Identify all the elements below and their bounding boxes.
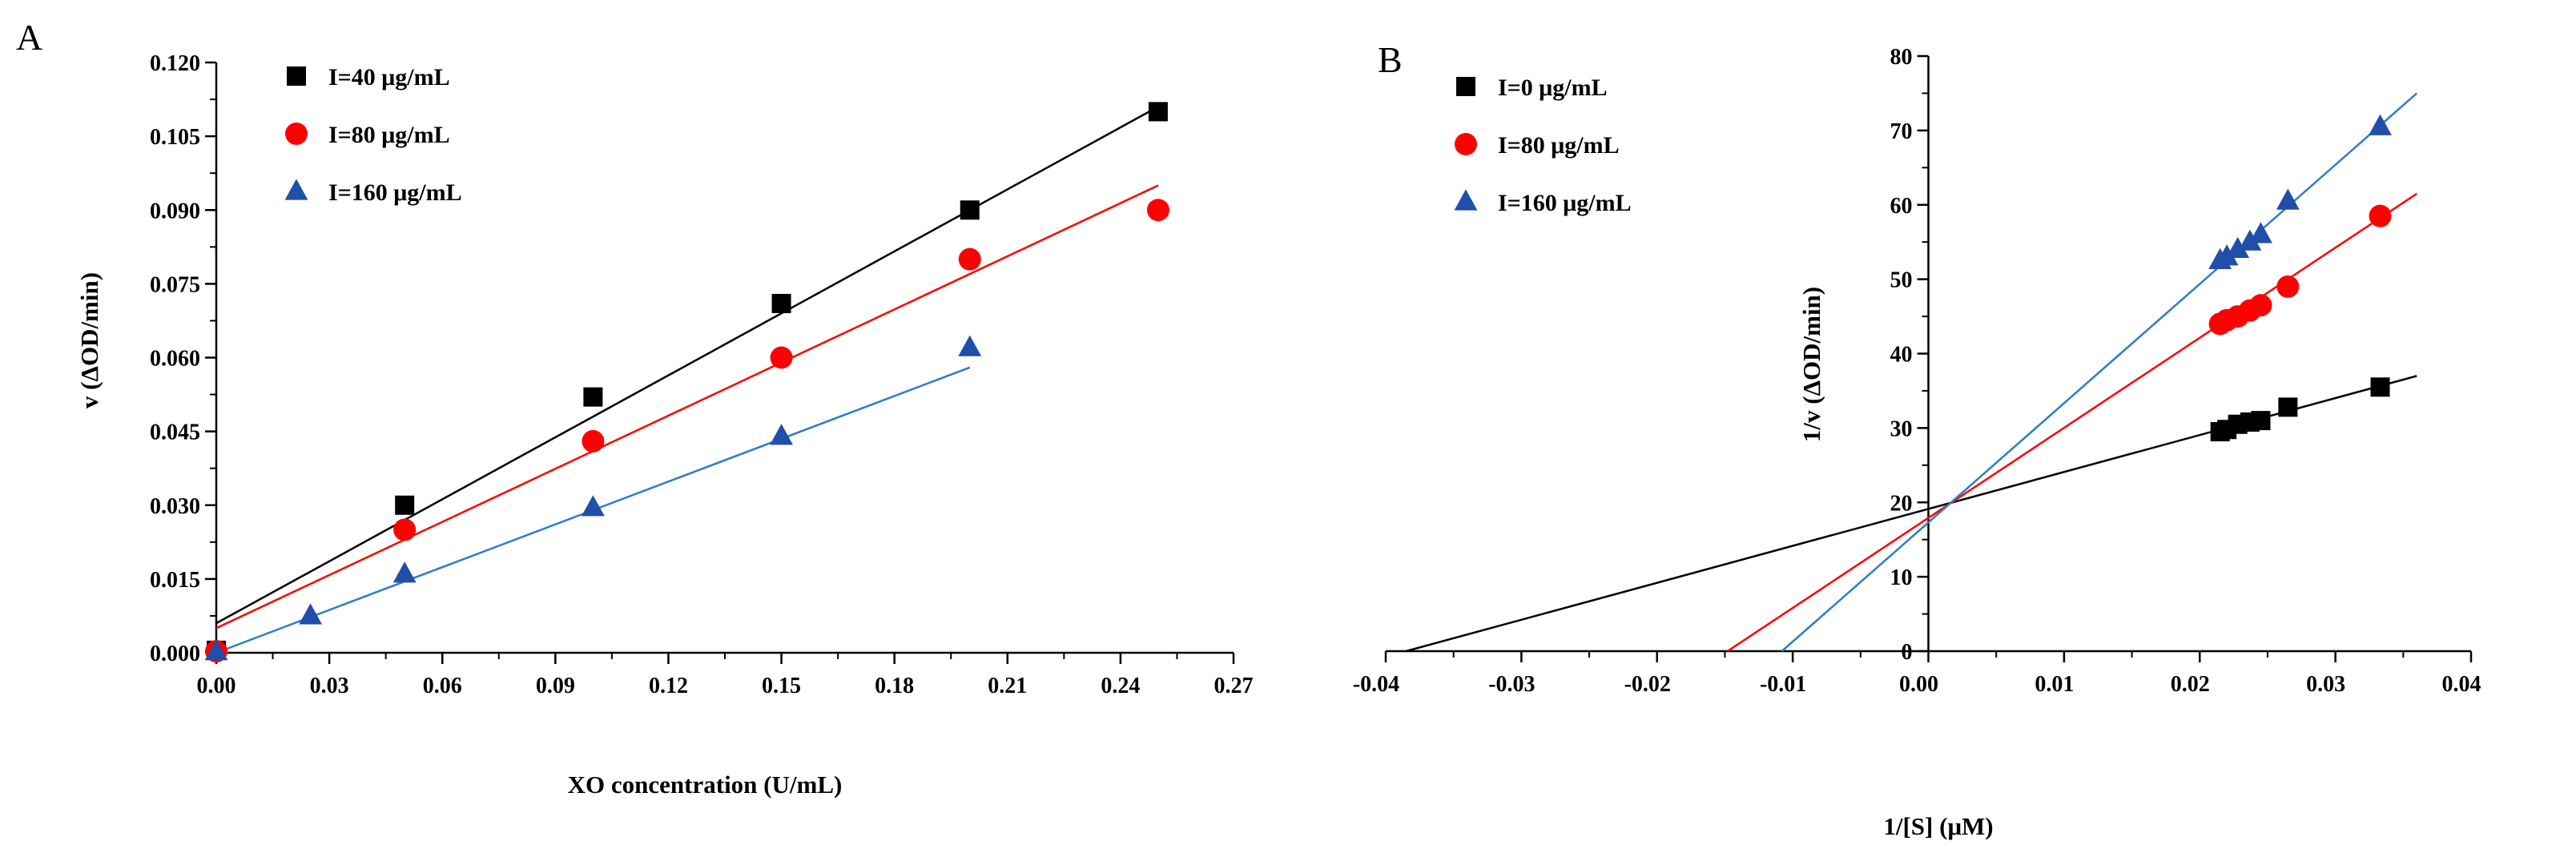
panel-a-y-tick-label: 0.060 bbox=[150, 347, 200, 372]
panel-b-series-1-point bbox=[2249, 294, 2272, 317]
panel-b-series-2-point bbox=[2369, 114, 2392, 135]
panel-a-series-1-point bbox=[1146, 199, 1169, 222]
panel-a-legend-label-0: I=40 μg/mL bbox=[328, 64, 450, 91]
panel-b-y-tick-label: 40 bbox=[1890, 343, 1913, 368]
panel-a-series-0-point bbox=[395, 495, 415, 515]
panel-a-chart: A 0.00 0.03 0.06 0.09 0.12 0.15 0.18 0.21 0.24 0.… bbox=[16, 17, 1254, 799]
panel-b-series-1-point bbox=[2369, 204, 2392, 227]
panel-a-y-tick-label: 0.090 bbox=[150, 199, 200, 223]
panel-a-legend-marker-2 bbox=[284, 179, 308, 200]
panel-a-series-1-point bbox=[582, 429, 605, 453]
panel-b-fit-line-2 bbox=[1781, 92, 2418, 652]
panel-b-y-tick-label: 0 bbox=[1902, 640, 1913, 665]
panel-a-x-tick-label: 0.18 bbox=[875, 674, 914, 698]
panel-b-x-tick-label: 0.01 bbox=[2035, 672, 2074, 697]
panel-a-series-2-point bbox=[958, 335, 982, 356]
panel-a-y-axis-title: v (ΔOD/min) bbox=[75, 272, 103, 408]
panel-b-series-2-point bbox=[2249, 222, 2272, 243]
panel-a-x-tick-label: 0.15 bbox=[762, 674, 801, 698]
panel-b-x-axis-title: 1/[S] (μM) bbox=[1883, 812, 1993, 840]
panel-b-series-1-point bbox=[2276, 275, 2300, 298]
panel-b-y-tick-label: 30 bbox=[1890, 416, 1913, 441]
panel-a-series-2-point bbox=[770, 424, 793, 445]
panel-b-x-tick-label: -0.02 bbox=[1624, 672, 1671, 697]
panel-b-letter: B bbox=[1378, 39, 1403, 80]
panel-a-y-tick-label: 0.000 bbox=[150, 642, 200, 666]
panel-a-series-2-point bbox=[392, 561, 417, 583]
panel-a-x-axis-title: XO concentration (U/mL) bbox=[568, 771, 843, 799]
panel-a-series-2-point bbox=[299, 603, 322, 625]
panel-b-legend-label-0: I=0 μg/mL bbox=[1498, 74, 1608, 101]
panel-a-legend-marker-1 bbox=[285, 123, 308, 145]
panel-a-legend-label-2: I=160 μg/mL bbox=[328, 179, 462, 206]
panel-b-fit-line-1 bbox=[1727, 192, 2417, 653]
panel-a-x-tick-label: 0.00 bbox=[197, 674, 236, 698]
panel-a-x-tick-label: 0.24 bbox=[1101, 674, 1140, 698]
panel-a-series-0-point bbox=[1148, 102, 1168, 122]
panel-a-series-2-point bbox=[204, 639, 228, 661]
panel-b-x-tick-label: 0.03 bbox=[2306, 672, 2345, 697]
panel-b-series-2-point bbox=[2238, 229, 2262, 251]
panel-a-series-1-point bbox=[393, 518, 417, 541]
panel-b-legend-marker-1 bbox=[1455, 133, 1477, 155]
panel-b-y-tick-label: 10 bbox=[1890, 565, 1913, 590]
panel-a-x-tick-label: 0.12 bbox=[649, 674, 688, 698]
panel-a-x-tick-label: 0.27 bbox=[1214, 674, 1254, 698]
panel-b-y-tick-label: 20 bbox=[1890, 491, 1913, 516]
panel-a-series-0-point bbox=[960, 200, 980, 220]
panel-a-y-tick-label: 0.045 bbox=[150, 420, 200, 445]
panel-b-legend-marker-0 bbox=[1456, 77, 1475, 96]
panel-b-series-0-point bbox=[2370, 377, 2390, 397]
panel-a-fit-line-1 bbox=[215, 184, 1159, 630]
panel-a-y-tick-label: 0.030 bbox=[150, 494, 200, 519]
panel-a-series-1-point bbox=[770, 346, 793, 369]
panel-a-y-tick-label: 0.105 bbox=[150, 125, 200, 150]
panel-b-chart: B -0.04 -0.03 -0.02 -0.01 0.00 0.01 0.02 0.03 0.… bbox=[1353, 39, 2481, 840]
panel-a-series-0-point bbox=[583, 387, 603, 407]
panel-b-legend-label-2: I=160 μg/mL bbox=[1498, 190, 1632, 216]
panel-a-x-tick-label: 0.21 bbox=[988, 674, 1027, 698]
panel-a-x-tick-label: 0.03 bbox=[310, 674, 349, 698]
panel-b-x-tick-label: -0.01 bbox=[1760, 672, 1806, 697]
panel-a-series-1-point bbox=[958, 247, 981, 271]
panel-b-series-0-point bbox=[2251, 411, 2271, 431]
panel-b-y-tick-label: 50 bbox=[1890, 268, 1913, 293]
panel-a-y-tick-label: 0.015 bbox=[150, 568, 200, 593]
panel-a-legend-label-1: I=80 μg/mL bbox=[328, 122, 450, 148]
panel-b-legend-marker-2 bbox=[1454, 189, 1478, 211]
panel-a-series-2-point bbox=[581, 495, 605, 517]
panel-b-y-axis-title: 1/v (ΔOD/min) bbox=[1797, 287, 1825, 442]
panel-a-y-tick-label: 0.120 bbox=[150, 51, 200, 76]
panel-b-x-tick-label: 0.02 bbox=[2171, 672, 2210, 697]
panel-a-x-tick-label: 0.09 bbox=[536, 674, 575, 698]
panel-a-fit-line-0 bbox=[215, 106, 1159, 625]
panel-b-legend-label-1: I=80 μg/mL bbox=[1498, 132, 1620, 159]
panel-a-x-tick-label: 0.06 bbox=[423, 674, 462, 698]
panel-b-x-tick-label: 0.00 bbox=[1899, 672, 1938, 697]
panel-b-y-tick-label: 60 bbox=[1890, 194, 1913, 219]
panel-b-y-tick-label: 70 bbox=[1890, 119, 1913, 144]
panel-b-series-0-point bbox=[2278, 397, 2298, 417]
panel-b-x-tick-label: -0.04 bbox=[1353, 672, 1399, 697]
panel-b-series-2-point bbox=[2215, 244, 2239, 266]
panel-a-letter: A bbox=[16, 17, 42, 58]
panel-b-series-2-point bbox=[2276, 188, 2300, 210]
panel-a-legend-marker-0 bbox=[287, 66, 306, 86]
panel-b-y-tick-label: 80 bbox=[1890, 45, 1913, 70]
panel-b-x-tick-label: 0.04 bbox=[2442, 672, 2481, 697]
panel-b-series-2-point bbox=[2226, 236, 2250, 259]
panel-b-x-tick-label: -0.03 bbox=[1488, 672, 1535, 697]
panel-a-y-tick-label: 0.075 bbox=[150, 272, 200, 297]
panel-a-series-0-point bbox=[771, 293, 791, 313]
